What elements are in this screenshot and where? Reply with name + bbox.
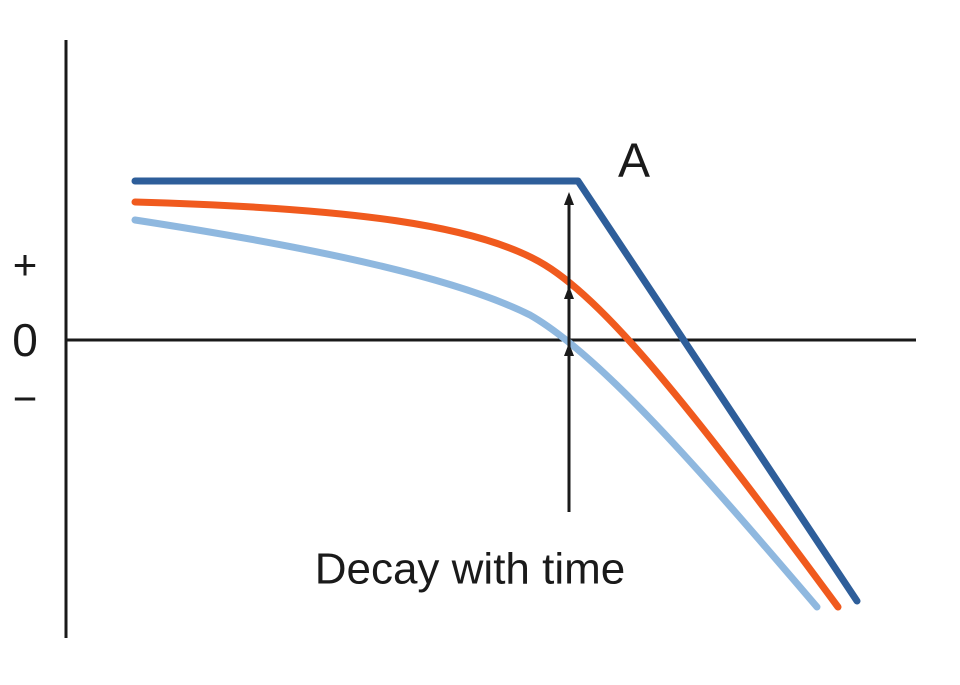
- light-blue-curve: [131, 216, 821, 611]
- arrowhead: [564, 286, 574, 299]
- dark-blue-curve: [131, 177, 861, 605]
- plus-label: +: [13, 241, 38, 288]
- arrowhead: [564, 343, 574, 356]
- point-label: A: [618, 135, 650, 188]
- arrowhead: [564, 192, 574, 205]
- caption: Decay with time: [315, 545, 626, 594]
- zero-label: 0: [12, 314, 38, 366]
- minus-label: −: [13, 375, 38, 422]
- orange-curve: [131, 198, 842, 611]
